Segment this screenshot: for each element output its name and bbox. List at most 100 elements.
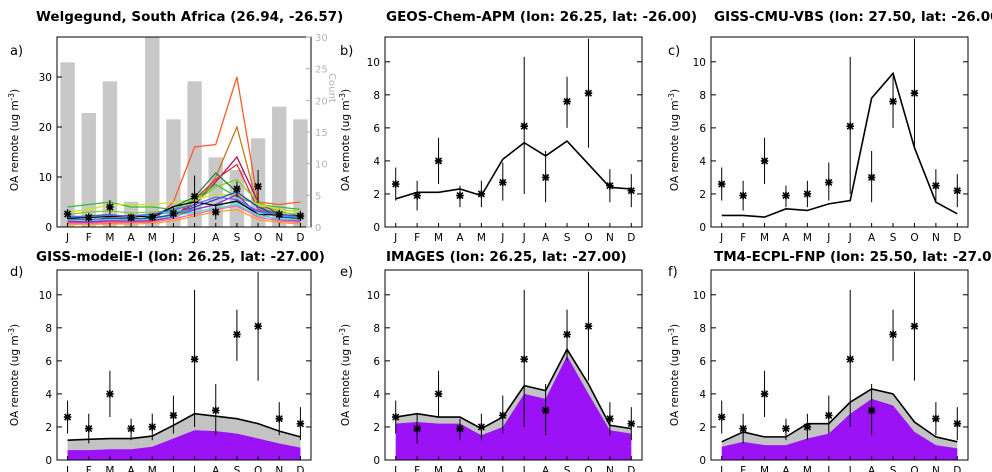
panel-e-ytick-label-10: 10 — [367, 290, 380, 302]
panel-a-right-tick-label-20: 20 — [315, 96, 328, 107]
panel-d-xtick-label-3: M — [105, 465, 114, 472]
panel-e-xtick-label-2: F — [414, 465, 420, 472]
panel-f-xtick-label-6: J — [826, 465, 830, 472]
panel-d-ytick-label-8: 8 — [45, 323, 52, 335]
panel-f-ytick-label-8: 8 — [699, 323, 706, 335]
panel-e-frame — [384, 269, 643, 461]
panel-d-xtick-label-5: M — [148, 465, 157, 472]
panel-b-frame — [384, 36, 643, 228]
panel-f-letter: f) — [668, 265, 678, 280]
panel-c-ylabel-sup: -3 — [667, 93, 676, 101]
panel-f-model-total-line — [721, 388, 958, 443]
panel-e-xtick-label-3: M — [434, 465, 443, 472]
panel-a-count-bar-3 — [102, 81, 118, 227]
panel-e-ytick-label-2: 2 — [373, 422, 380, 434]
panel-c-obs-marker-6 — [825, 178, 833, 187]
panel-c-ylabel: OA remote (ug m-3) — [667, 89, 681, 191]
panel-d-model-total-line — [67, 412, 301, 441]
panel-e-obs-marker-4 — [456, 424, 464, 433]
panel-a-ytick-label-0: 0 — [45, 222, 52, 234]
panel-b-ytick-label-10: 10 — [367, 57, 380, 69]
panel-b-xtick-label-1: J — [393, 232, 397, 244]
panel-e-xtick-label-8: A — [542, 465, 550, 472]
panel-f-area-component — [721, 398, 958, 460]
panel-d-ytick-label-4: 4 — [45, 389, 52, 401]
panel-a-right-axis-label: Count — [326, 73, 337, 103]
panel-a-obs-marker-2 — [85, 213, 93, 222]
panel-a-count-bar-6 — [166, 119, 181, 227]
panel-a-count-bar-11 — [272, 106, 287, 227]
panel-b-obs-marker-12 — [627, 186, 636, 195]
panel-a-model-line-13 — [67, 200, 301, 220]
panel-a-obs-marker-1 — [63, 210, 72, 218]
panel-c-obs-marker-1 — [717, 180, 726, 188]
panel-d-obs-marker-7 — [190, 355, 199, 363]
panel-d-ylabel: OA remote (ug m-3) — [7, 324, 21, 426]
panel-a-xtick-label-7: J — [192, 232, 196, 244]
panel-d-ytick-label-6: 6 — [45, 356, 52, 368]
panel-d-obs-marker-2 — [85, 424, 93, 433]
panel-a-obs-marker-10 — [254, 182, 262, 191]
panel-b-ylabel-tail: ) — [340, 89, 352, 93]
panel-d-xtick-label-7: J — [192, 465, 196, 472]
panel-d-plot: 0 2 4 6 8 10 J F M A M J J A S O N D — [39, 269, 312, 472]
panel-a-count-bar-2 — [81, 113, 96, 227]
panel-b-obs-marker-11 — [606, 181, 614, 190]
panel-d-ytick-label-10: 10 — [39, 290, 52, 302]
panel-d-obs-marker-4 — [127, 424, 135, 433]
panel-d-ytick-label-2: 2 — [45, 422, 52, 434]
panel-e-obs-marker-3 — [434, 390, 443, 398]
panel-a-xtick-label-12: D — [296, 232, 304, 244]
panel-f-ytick-label-2: 2 — [699, 422, 706, 434]
panel-c-xtick-label-7: J — [848, 232, 852, 244]
panel-f-xtick-label-2: F — [740, 465, 746, 472]
panel-c-xtick-label-2: F — [740, 232, 746, 244]
panel-f-xtick-label-5: M — [803, 465, 812, 472]
panel-a-right-tick-label-30: 30 — [315, 33, 328, 44]
panel-b-ytick-label-4: 4 — [373, 156, 380, 168]
panel-a-xtick-label-9: S — [234, 232, 241, 244]
panel-c-letter: c) — [668, 44, 680, 59]
panel-c-ytick-label-8: 8 — [699, 90, 706, 102]
panel-e-ylabel-main: OA remote (ug m — [340, 335, 352, 426]
panel-e-xtick-label-5: M — [477, 465, 486, 472]
panel-d-obs-marker-11 — [275, 414, 283, 423]
panel-a-model-line-16 — [67, 196, 301, 218]
panel-f-frame — [710, 269, 969, 461]
panel-f: f) TM4-ECPL-FNP (lon: 25.50, lat: -27.00… — [667, 249, 992, 472]
panel-a-right-tick-label-25: 25 — [315, 65, 328, 76]
panel-b-xtick-label-7: J — [522, 232, 526, 244]
panel-a-letter: a) — [10, 44, 23, 59]
panel-c-ytick-label-6: 6 — [699, 123, 706, 135]
panel-f-ylabel-main: OA remote (ug m — [669, 335, 681, 426]
panel-a-ylabel: OA remote (ug m-3) — [7, 89, 21, 191]
panel-a-obs-marker-5 — [148, 213, 156, 221]
panel-b-obs-marker-3 — [434, 157, 443, 165]
panel-f-ytick-label-0: 0 — [699, 455, 706, 467]
panel-c-obs-marker-8 — [867, 173, 876, 182]
panel-b-xtick-label-5: M — [477, 232, 486, 244]
panel-b-xtick-label-8: A — [542, 232, 550, 244]
panel-c-obs-marker-10 — [910, 89, 919, 97]
panel-b-obs-marker-8 — [541, 173, 550, 182]
panel-a-right-tick-label-0: 0 — [315, 223, 321, 234]
panel-c-plot: 0 2 4 6 8 10 J F M A M J J A S O N D — [693, 36, 969, 244]
panel-f-plot: 0 2 4 6 8 10 J F M A M J J A S O N D — [693, 269, 969, 472]
panel-c-obs-marker-2 — [739, 191, 747, 200]
panel-c-ytick-label-2: 2 — [699, 189, 706, 201]
panel-a-count-bar-5 — [145, 37, 160, 227]
panel-d-obs-marker-6 — [169, 411, 178, 420]
panel-a-title: Welgegund, South Africa (26.94, -26.57) — [36, 9, 343, 25]
panel-b-obs-marker-2 — [413, 191, 421, 200]
panel-f-xtick-label-8: A — [868, 465, 876, 472]
panel-d-obs-marker-9 — [233, 330, 241, 339]
panel-e-xtick-label-7: J — [522, 465, 526, 472]
panel-d-xtick-label-4: A — [127, 465, 135, 472]
panel-c-obs-marker-12 — [953, 186, 962, 195]
panel-d-obs-marker-1 — [63, 413, 72, 421]
panel-f-xtick-label-4: A — [782, 465, 790, 472]
panel-e-plot: 0 2 4 6 8 10 J F M A M J J A S O N D — [367, 269, 643, 472]
panel-f-ylabel-sup: -3 — [667, 328, 676, 336]
panel-e-area-component — [395, 355, 632, 460]
